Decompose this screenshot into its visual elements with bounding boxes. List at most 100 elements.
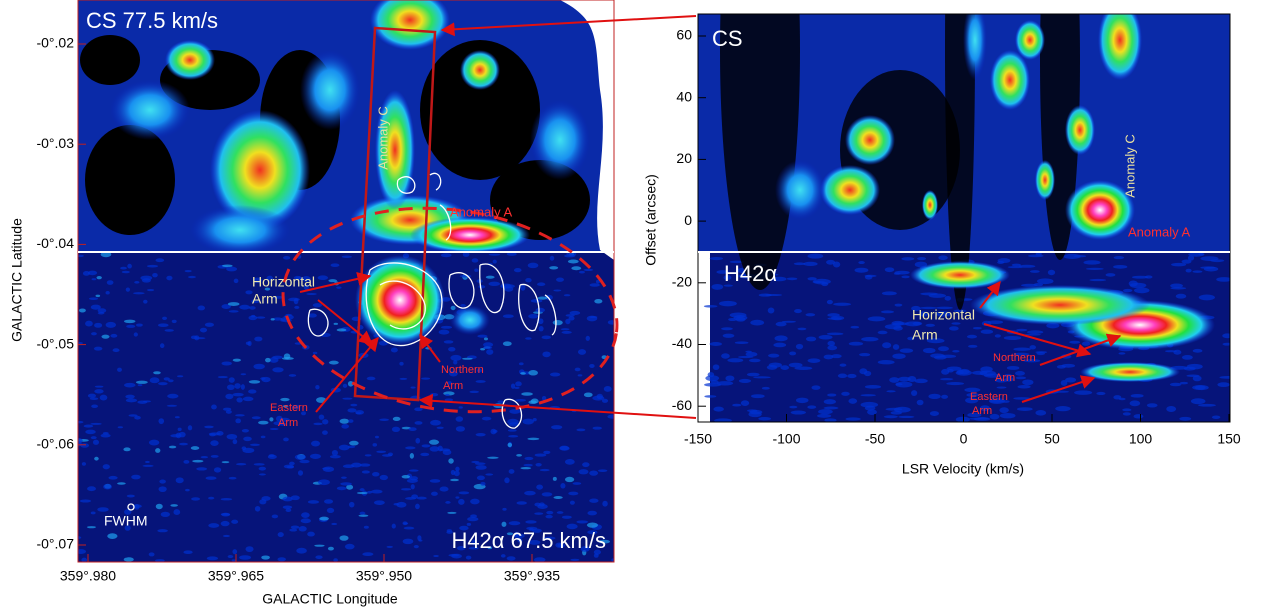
noise (1017, 407, 1033, 411)
noise (1222, 333, 1232, 338)
noise (952, 350, 959, 352)
noise (319, 517, 329, 521)
noise (827, 333, 843, 336)
noise (415, 504, 420, 510)
noise (723, 334, 735, 338)
noise (503, 341, 512, 346)
noise (550, 256, 555, 261)
noise (301, 518, 311, 523)
noise (371, 490, 383, 494)
noise (252, 416, 261, 419)
emission (1065, 105, 1095, 155)
noise (1048, 270, 1055, 275)
noise (940, 355, 956, 358)
noise (232, 559, 236, 561)
noise (331, 263, 340, 267)
emission (970, 285, 1150, 325)
noise (519, 362, 524, 365)
noise (365, 454, 372, 456)
x-tick-label: 359°.965 (208, 568, 264, 584)
noise (110, 334, 117, 338)
noise (791, 411, 806, 415)
noise (598, 469, 607, 472)
noise (608, 320, 617, 325)
noise (200, 328, 207, 333)
noise (582, 462, 589, 467)
noise (569, 311, 580, 315)
noise (490, 429, 496, 435)
noise (1018, 385, 1031, 389)
noise (246, 546, 254, 552)
emission (110, 80, 190, 140)
noise (1134, 414, 1144, 418)
noise (76, 549, 86, 554)
noise (489, 254, 501, 256)
noise (327, 508, 334, 513)
noise (450, 355, 461, 361)
noise (749, 410, 762, 415)
noise (242, 446, 247, 450)
noise (980, 371, 996, 376)
noise (507, 556, 516, 560)
noise (124, 383, 135, 388)
noise (1180, 382, 1188, 385)
noise (454, 471, 460, 477)
noise (824, 355, 834, 360)
noise (191, 446, 200, 450)
noise (578, 349, 586, 355)
noise (177, 375, 183, 377)
noise (1191, 398, 1206, 404)
noise (938, 255, 947, 260)
noise (747, 373, 760, 377)
noise (299, 460, 309, 464)
noise (1030, 270, 1040, 273)
noise (414, 545, 419, 548)
noise (147, 265, 158, 268)
noise (143, 465, 154, 467)
noise (149, 552, 155, 556)
noise (401, 488, 411, 490)
noise (222, 265, 233, 268)
noise (92, 278, 97, 280)
noise (1193, 349, 1203, 353)
noise (564, 294, 571, 296)
noise (762, 387, 770, 390)
x-tick-label: 150 (1217, 431, 1241, 447)
noise (898, 416, 914, 418)
noise (172, 320, 177, 323)
noise (124, 557, 134, 561)
noise (967, 335, 977, 339)
noise (134, 416, 141, 420)
noise (946, 382, 964, 385)
noise (576, 428, 585, 431)
noise (1179, 417, 1191, 421)
noise (502, 508, 506, 511)
y-tick-label: -0°.07 (36, 536, 74, 552)
noise (561, 328, 570, 330)
noise (191, 497, 200, 500)
noise (225, 394, 233, 399)
noise (136, 323, 143, 326)
noise (143, 300, 147, 304)
noise (1192, 270, 1202, 272)
annotation: Arm (252, 291, 278, 307)
noise (375, 436, 379, 439)
noise (597, 394, 603, 399)
noise (261, 436, 266, 439)
noise (508, 435, 518, 438)
noise (841, 392, 850, 396)
noise (306, 293, 317, 295)
noise (373, 443, 378, 446)
noise (895, 381, 912, 387)
noise (509, 409, 520, 414)
noise (807, 405, 816, 408)
noise (1086, 268, 1104, 270)
noise (445, 394, 450, 396)
noise (520, 285, 525, 291)
noise (525, 520, 536, 523)
noise (91, 332, 97, 335)
noise (149, 440, 159, 446)
noise (80, 443, 89, 448)
noise (376, 451, 386, 453)
noise (565, 459, 575, 465)
